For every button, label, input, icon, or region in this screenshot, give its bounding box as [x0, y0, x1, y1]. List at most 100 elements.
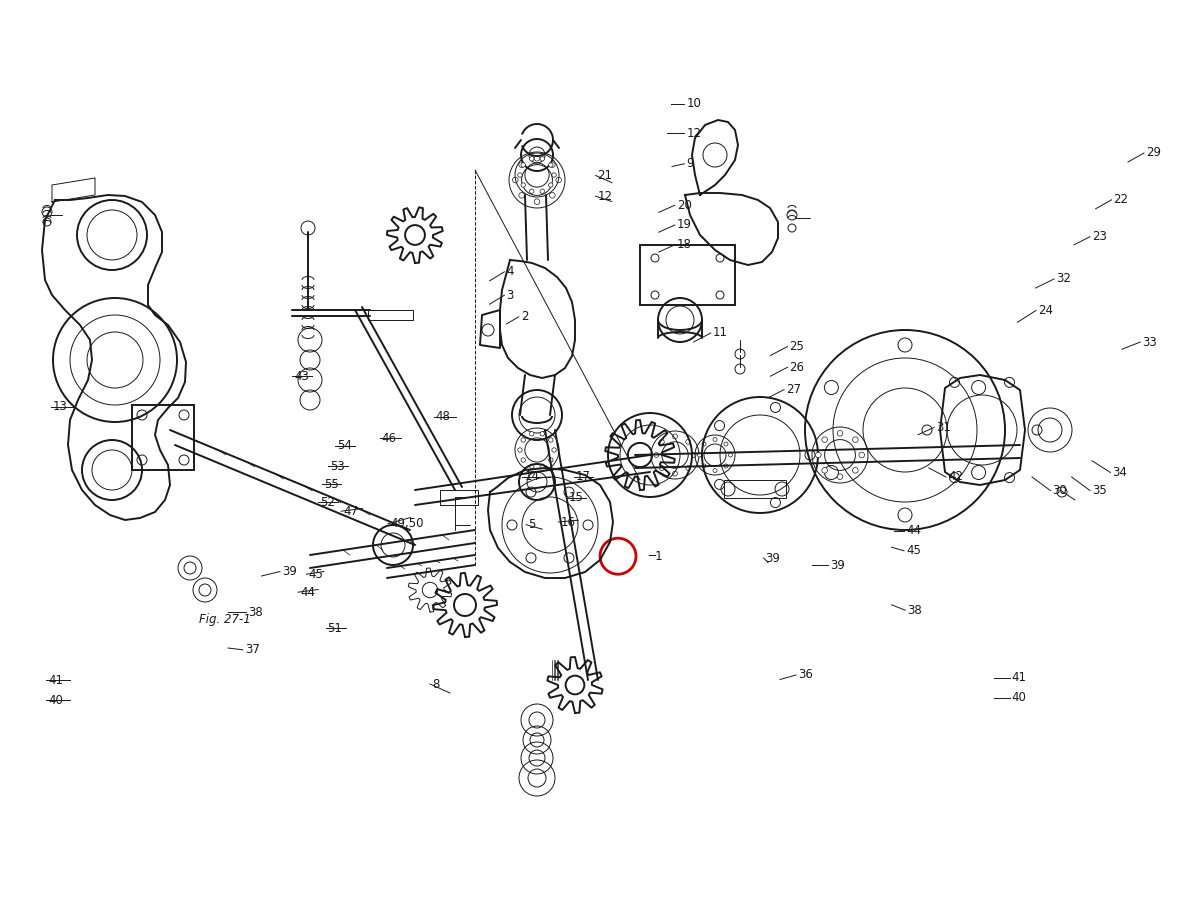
Circle shape — [540, 157, 545, 161]
Circle shape — [548, 437, 553, 442]
Circle shape — [713, 437, 718, 442]
Circle shape — [660, 439, 665, 445]
Circle shape — [550, 162, 556, 167]
Text: 13: 13 — [53, 400, 67, 413]
Text: 2: 2 — [521, 310, 528, 323]
Circle shape — [713, 469, 718, 473]
Text: 34: 34 — [1112, 466, 1127, 479]
Text: 39: 39 — [766, 552, 780, 564]
Circle shape — [724, 442, 728, 446]
Circle shape — [521, 458, 526, 463]
Circle shape — [529, 189, 534, 194]
Circle shape — [512, 177, 518, 183]
Circle shape — [552, 448, 557, 452]
Text: 40: 40 — [48, 694, 62, 706]
Text: Fig. 27-1: Fig. 27-1 — [199, 614, 251, 626]
Text: 42: 42 — [948, 471, 964, 483]
Circle shape — [660, 466, 665, 471]
Circle shape — [548, 458, 553, 463]
Circle shape — [685, 466, 690, 471]
Circle shape — [548, 183, 553, 187]
Text: 38: 38 — [248, 606, 263, 618]
Circle shape — [852, 467, 858, 473]
Circle shape — [521, 183, 526, 187]
Text: 41: 41 — [1012, 671, 1026, 684]
Bar — [640, 245, 734, 305]
Text: 9: 9 — [686, 158, 694, 170]
Circle shape — [852, 436, 858, 443]
Circle shape — [517, 173, 522, 177]
Text: 21: 21 — [598, 169, 613, 182]
Text: 36: 36 — [798, 669, 812, 681]
Text: 8: 8 — [432, 678, 439, 690]
Circle shape — [702, 442, 706, 446]
Text: 52: 52 — [320, 496, 335, 508]
Text: 37: 37 — [245, 644, 259, 656]
Text: 32: 32 — [1056, 273, 1070, 285]
Text: 53: 53 — [330, 460, 344, 473]
Text: 31: 31 — [936, 421, 950, 434]
Text: 24: 24 — [1038, 304, 1054, 317]
Circle shape — [691, 453, 696, 457]
Text: 30: 30 — [1052, 484, 1067, 497]
Text: 33: 33 — [1142, 336, 1157, 348]
Circle shape — [540, 189, 545, 194]
Text: 18: 18 — [677, 238, 691, 251]
Text: 27: 27 — [786, 383, 802, 396]
Circle shape — [822, 467, 828, 473]
Text: 15: 15 — [569, 491, 583, 504]
Text: 45: 45 — [308, 568, 323, 580]
Text: 10: 10 — [686, 97, 701, 110]
Text: 39: 39 — [282, 565, 296, 578]
Text: 51: 51 — [328, 622, 342, 634]
Circle shape — [521, 437, 526, 442]
Circle shape — [534, 199, 540, 204]
Text: 12: 12 — [598, 190, 613, 203]
Text: 43: 43 — [294, 370, 308, 382]
Circle shape — [859, 452, 864, 458]
Bar — [132, 405, 194, 470]
Circle shape — [838, 474, 842, 480]
Text: 38: 38 — [907, 604, 922, 617]
Circle shape — [517, 448, 522, 452]
Text: 47: 47 — [343, 505, 358, 518]
Circle shape — [816, 452, 821, 458]
Text: 45: 45 — [906, 544, 920, 557]
Circle shape — [552, 173, 557, 177]
Text: 20: 20 — [677, 199, 691, 212]
Text: ─1: ─1 — [648, 550, 662, 562]
Circle shape — [529, 157, 534, 161]
Circle shape — [550, 193, 556, 198]
Text: 25: 25 — [790, 340, 804, 353]
Text: 12: 12 — [686, 127, 701, 140]
Text: 14: 14 — [524, 471, 540, 483]
Text: 40: 40 — [1012, 691, 1026, 704]
Text: 22: 22 — [1114, 194, 1129, 206]
Text: 17: 17 — [576, 471, 592, 483]
Circle shape — [534, 156, 540, 161]
Text: 19: 19 — [677, 219, 691, 231]
Text: 11: 11 — [713, 327, 727, 339]
Circle shape — [702, 464, 706, 468]
Text: 41: 41 — [48, 674, 64, 687]
Circle shape — [654, 453, 659, 457]
Text: 26: 26 — [790, 361, 805, 374]
Text: 29: 29 — [1146, 147, 1162, 159]
Text: 39: 39 — [830, 559, 845, 572]
Circle shape — [518, 162, 524, 167]
Text: 3: 3 — [506, 289, 514, 302]
Circle shape — [697, 453, 702, 457]
Text: 35: 35 — [1092, 484, 1106, 497]
Text: 55: 55 — [324, 478, 338, 491]
Circle shape — [548, 163, 553, 167]
Circle shape — [838, 430, 842, 436]
Circle shape — [685, 439, 690, 445]
Text: 16: 16 — [560, 516, 576, 528]
Circle shape — [556, 177, 562, 183]
Circle shape — [540, 432, 545, 436]
Circle shape — [728, 453, 732, 457]
Text: 46: 46 — [382, 432, 396, 445]
Bar — [368, 310, 413, 320]
Text: 54: 54 — [337, 439, 352, 452]
Text: 49,50: 49,50 — [390, 518, 424, 530]
